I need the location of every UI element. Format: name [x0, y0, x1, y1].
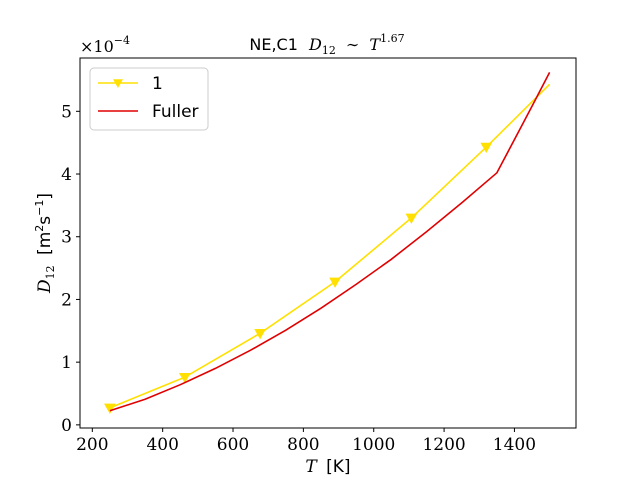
- ylabel-unit-close: ]: [35, 193, 55, 200]
- x-axis-label: T [K]: [305, 457, 350, 477]
- ylabel-unit-open: [m: [35, 232, 55, 255]
- data-point-series-1: [104, 403, 116, 414]
- title-math-base: D: [308, 35, 322, 54]
- ylabel-var: D: [35, 279, 55, 294]
- legend: 1 Fuller: [89, 67, 209, 131]
- x-tick-label: 1200: [422, 435, 465, 455]
- title-prefix: NE,C1: [249, 35, 298, 54]
- plot-area: [104, 72, 551, 414]
- ylabel-unit-exp1: 2: [33, 225, 46, 232]
- y-tick-label: 1: [61, 353, 72, 373]
- data-point-series-1: [178, 372, 191, 384]
- y-axis-label: D12 [m2s−1]: [33, 193, 59, 294]
- data-point-series-1: [405, 213, 418, 224]
- y-multiplier-base: ×10: [80, 37, 114, 56]
- x-tick-label: 400: [146, 435, 178, 455]
- ylabel-sub: 12: [44, 265, 57, 279]
- y-tick-label: 0: [61, 416, 72, 436]
- legend-label-series-1: 1: [152, 74, 163, 94]
- xlabel-var: T: [305, 457, 318, 477]
- x-tick-label: 200: [76, 435, 108, 455]
- y-tick-label: 4: [61, 165, 72, 185]
- ylabel-unit-exp2: −1: [33, 200, 46, 216]
- data-point-series-1: [254, 329, 266, 340]
- legend-label-fuller: Fuller: [152, 102, 199, 122]
- x-axis: 200 400 600 800 1000 1200 1400: [76, 428, 536, 455]
- y-tick-label: 5: [61, 102, 72, 122]
- data-point-series-1: [480, 142, 493, 154]
- title-math-exp: 1.67: [380, 32, 405, 45]
- x-tick-label: 1000: [352, 435, 395, 455]
- title-math-sub: 12: [322, 44, 336, 57]
- y-axis: 0 1 2 3 4 5: [61, 102, 80, 436]
- chart-title: NE,C1 D12 ∼ T1.67: [249, 32, 404, 58]
- ylabel-unit-mid: s: [35, 216, 55, 225]
- title-math-rel: ∼: [346, 35, 359, 54]
- x-tick-label: 600: [217, 435, 249, 455]
- y-multiplier-exp: −4: [114, 34, 130, 47]
- x-tick-label: 1400: [493, 435, 536, 455]
- x-tick-label: 800: [287, 435, 319, 455]
- axes-frame: [79, 57, 577, 429]
- data-point-series-1: [329, 277, 341, 288]
- y-tick-label: 2: [61, 290, 72, 310]
- xlabel-unit: [K]: [326, 457, 350, 477]
- series-line-series-1: [109, 83, 551, 409]
- title-math-var: T: [369, 35, 381, 54]
- y-multiplier: ×10−4: [80, 34, 130, 56]
- series-line-fuller: [109, 72, 551, 412]
- y-tick-label: 3: [61, 228, 72, 248]
- legend-marker-series-1: [113, 79, 123, 88]
